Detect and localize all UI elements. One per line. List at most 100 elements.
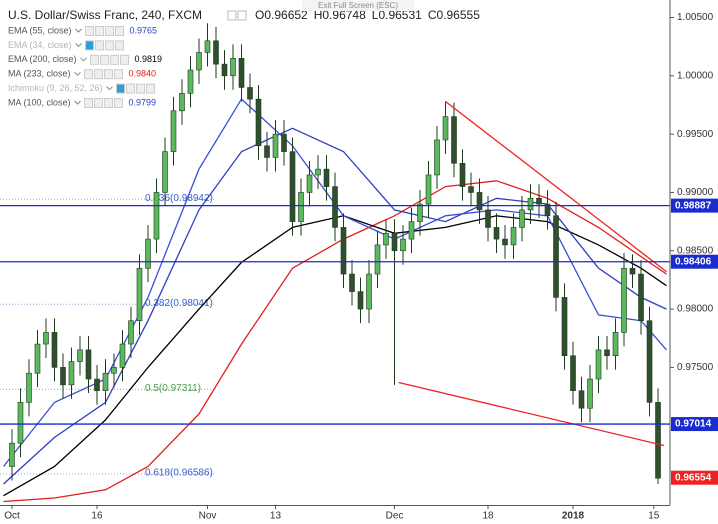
indicator-icon[interactable] — [100, 54, 110, 65]
axes: 1.00500 1.00000 0.99500 0.99000 0.98500 0.980… — [4, 12, 718, 522]
level-tag — [671, 417, 718, 432]
legend: U.S. Dollar/Swiss Franc, 240, FXCM O0.966… — [8, 8, 480, 108]
indicator-icon[interactable] — [94, 69, 104, 80]
y-tick-label: 1.00500 — [677, 12, 714, 23]
exit-hint[interactable]: Exit Full Screen (ESC) — [318, 1, 398, 10]
candle-body — [332, 186, 338, 228]
indicator-icon[interactable] — [90, 54, 100, 65]
indicator-icon[interactable] — [94, 98, 104, 108]
candle-body — [247, 87, 253, 100]
ohlc-value: H0.96748 — [314, 8, 366, 22]
indicator-name: MA (100, close) — [8, 97, 71, 107]
candle-body — [400, 238, 406, 252]
candle-body — [502, 238, 508, 246]
indicator-icon[interactable] — [95, 40, 105, 51]
candle-body — [264, 145, 270, 158]
candle-body — [315, 168, 321, 176]
candle-body — [77, 349, 83, 362]
indicator-icon[interactable] — [104, 69, 114, 80]
indicator-icon[interactable] — [114, 69, 124, 80]
candle-body — [604, 349, 610, 357]
indicator-icon[interactable] — [146, 83, 156, 94]
x-tick-label: 15 — [648, 511, 660, 522]
candle-body — [179, 93, 185, 112]
candle-body — [451, 116, 457, 164]
candle-body — [638, 273, 644, 322]
candle-body — [595, 349, 602, 380]
candle-body — [629, 267, 636, 275]
candle-body — [298, 192, 304, 222]
indicator-icon[interactable] — [126, 83, 136, 94]
dropdown-caret[interactable] — [75, 43, 82, 48]
title-icon[interactable] — [227, 10, 237, 21]
fib-label: 0.618(0.96586) — [145, 468, 213, 479]
indicator-icon[interactable] — [104, 98, 114, 108]
candle-body — [434, 139, 440, 176]
indicator-icon[interactable] — [115, 26, 125, 36]
candle-body — [204, 40, 211, 53]
ohlc-value: L0.96531 — [372, 8, 422, 22]
candle-body — [9, 442, 15, 467]
indicator-value: 0.9819 — [135, 54, 163, 64]
indicator-icon[interactable] — [136, 83, 146, 94]
indicator-name: Ichimoku (9, 26, 52, 26) — [8, 83, 103, 93]
candle-body — [408, 221, 415, 240]
indicator-icon[interactable] — [105, 40, 115, 51]
candle-body — [68, 361, 75, 386]
candle-body — [51, 332, 58, 368]
candle-body — [153, 192, 160, 240]
candle-body — [323, 168, 330, 187]
candle-body — [366, 273, 372, 310]
candle-body — [417, 203, 423, 222]
x-tick-label: 16 — [91, 511, 103, 522]
dropdown-caret[interactable] — [74, 100, 81, 105]
candle-body — [391, 232, 398, 252]
chart-title: U.S. Dollar/Swiss Franc, 240, FXCM — [8, 8, 202, 22]
indicator-icon[interactable] — [116, 83, 126, 94]
dropdown-caret[interactable] — [80, 57, 87, 62]
candle-body — [544, 203, 551, 217]
candle-body — [493, 227, 500, 240]
candle-body — [187, 69, 194, 94]
x-tick-label: 13 — [270, 511, 282, 522]
dropdown-caret[interactable] — [106, 86, 113, 91]
indicator-icon[interactable] — [85, 26, 95, 36]
last-price-label: 0.96554 — [675, 472, 712, 483]
fib-label: 0.236(0.98942) — [145, 193, 213, 204]
candle-body — [281, 133, 287, 152]
indicator-icon[interactable] — [84, 69, 94, 80]
indicator-icon[interactable] — [95, 26, 105, 36]
candle-body — [94, 378, 100, 392]
dropdown-caret[interactable] — [75, 28, 82, 33]
indicator-icon[interactable] — [120, 54, 130, 65]
indicator-line — [3, 127, 667, 485]
y-tick-label: 0.99500 — [677, 129, 714, 140]
candle-body — [578, 390, 585, 409]
level-label: 0.98887 — [675, 200, 712, 211]
candle-body — [34, 343, 41, 374]
ohlc-value: C0.96555 — [428, 8, 480, 22]
candle-body — [485, 209, 491, 228]
candle-body — [17, 402, 24, 444]
indicator-icon[interactable] — [110, 54, 120, 65]
candle-body — [527, 197, 534, 211]
title-icon[interactable] — [237, 10, 247, 21]
indicator-value: 0.9799 — [129, 97, 157, 107]
fib-label: 0.5(0.97311) — [145, 383, 201, 394]
candle-body — [238, 58, 245, 88]
plot-area: 0.236(0.98942) 0.382(0.98041) 0.5(0.97311)… — [0, 23, 670, 503]
indicator-icon[interactable] — [115, 40, 125, 51]
candle-body — [383, 232, 389, 246]
indicator-value: 0.9765 — [130, 25, 158, 35]
indicator-icon[interactable] — [84, 98, 94, 108]
x-tick-label: 2018 — [562, 511, 585, 522]
candle-body — [425, 174, 432, 205]
indicator-icon[interactable] — [114, 98, 124, 108]
indicator-icon[interactable] — [85, 40, 95, 51]
candle-body — [476, 192, 483, 211]
exit-hint-box[interactable] — [302, 0, 414, 11]
candle-body — [60, 367, 66, 386]
dropdown-caret[interactable] — [74, 71, 81, 76]
indicator-icon[interactable] — [105, 26, 115, 36]
indicator-value: 0.9840 — [129, 69, 157, 79]
